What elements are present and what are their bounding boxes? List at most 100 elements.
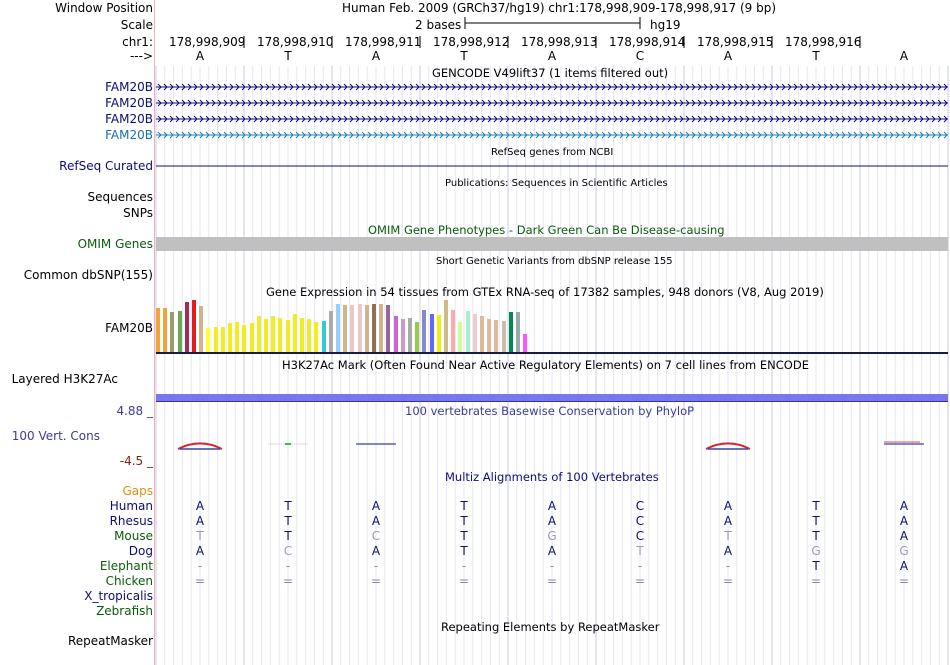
gtex-tissue-bar[interactable]: [465, 310, 470, 352]
multiz-alignment-base: -: [461, 559, 467, 573]
gencode-strand-chevrons: [157, 83, 948, 91]
gtex-tissue-bar[interactable]: [220, 326, 225, 352]
gencode-gene-label[interactable]: FAM20B: [105, 112, 153, 126]
multiz-alignment-base: G: [899, 544, 909, 558]
gtex-tissue-bar[interactable]: [487, 318, 492, 352]
gtex-tissue-bar[interactable]: [235, 322, 240, 352]
gtex-tissue-bar[interactable]: [156, 308, 160, 352]
gtex-tissue-bar[interactable]: [192, 300, 196, 352]
multiz-species-label[interactable]: Human: [109, 499, 153, 513]
gtex-tissue-bar[interactable]: [321, 320, 326, 352]
multiz-alignment-base: A: [899, 514, 909, 528]
multiz-species-label[interactable]: Mouse: [114, 529, 153, 543]
multiz-alignment-base: T: [460, 514, 468, 528]
omim-title: OMIM Gene Phenotypes - Dark Green Can Be…: [368, 223, 725, 237]
multiz-species-label[interactable]: Elephant: [99, 559, 153, 573]
multiz-alignment-base: T: [724, 529, 732, 543]
gtex-tissue-bar[interactable]: [350, 305, 355, 352]
repeatmasker-track-label[interactable]: RepeatMasker: [67, 634, 153, 648]
window-position-label: Window Position: [55, 1, 153, 15]
h3k27ac-track-label[interactable]: Layered H3K27Ac: [11, 372, 118, 386]
multiz-species-label[interactable]: X_tropicalis: [84, 589, 153, 603]
gtex-tissue-bar[interactable]: [422, 309, 427, 352]
gtex-tissue-bar[interactable]: [300, 317, 304, 352]
phylop-track-label[interactable]: 100 Vert. Cons: [11, 429, 100, 443]
gtex-tissue-bar[interactable]: [307, 318, 312, 352]
multiz-alignment-base: A: [371, 514, 381, 528]
gencode-strand-chevrons: [157, 131, 948, 139]
multiz-alignment-base: T: [460, 499, 468, 513]
multiz-species-label[interactable]: Zebrafish: [96, 604, 153, 618]
refseq-track-label[interactable]: RefSeq Curated: [59, 159, 153, 173]
gtex-tissue-bar[interactable]: [480, 316, 484, 352]
gtex-tissue-bar[interactable]: [451, 309, 456, 352]
multiz-alignment-base: A: [899, 529, 909, 543]
multiz-alignment-base: =: [810, 574, 822, 588]
gtex-tissue-bar[interactable]: [264, 318, 268, 352]
gtex-tissue-bar[interactable]: [393, 316, 398, 352]
gtex-tissue-bar[interactable]: [516, 311, 520, 352]
multiz-alignment-base: T: [812, 559, 820, 573]
gtex-bar-chart[interactable]: [156, 300, 556, 352]
gtex-tissue-bar[interactable]: [429, 314, 434, 352]
gtex-tissue-bar[interactable]: [494, 319, 499, 352]
gtex-track-label[interactable]: FAM20B: [105, 321, 153, 335]
gtex-tissue-bar[interactable]: [256, 316, 261, 352]
gtex-tissue-bar[interactable]: [400, 318, 405, 352]
gtex-tissue-bar[interactable]: [357, 303, 362, 352]
gtex-tissue-bar[interactable]: [501, 320, 506, 352]
dbsnp-track-label[interactable]: Common dbSNP(155): [23, 268, 153, 282]
multiz-alignment-base: T: [196, 529, 204, 543]
gtex-tissue-bar[interactable]: [364, 305, 369, 352]
multiz-gaps-label: Gaps: [122, 484, 153, 498]
gtex-tissue-bar[interactable]: [314, 322, 319, 352]
gtex-tissue-bar[interactable]: [386, 305, 391, 352]
base-letter: A: [195, 49, 205, 63]
phylop-small-mark: [285, 443, 291, 445]
gtex-tissue-bar[interactable]: [523, 333, 528, 352]
publications-sequences-label[interactable]: Sequences: [87, 190, 153, 204]
gtex-tissue-bar[interactable]: [271, 316, 276, 352]
gtex-tissue-bar[interactable]: [184, 302, 189, 352]
refseq-title: RefSeq genes from NCBI: [491, 147, 614, 158]
gtex-tissue-bar[interactable]: [163, 308, 168, 352]
gtex-tissue-bar[interactable]: [415, 322, 420, 352]
gtex-tissue-bar[interactable]: [472, 314, 477, 352]
gtex-tissue-bar[interactable]: [436, 315, 441, 352]
gtex-tissue-bar[interactable]: [249, 323, 254, 352]
gtex-tissue-bar[interactable]: [458, 322, 463, 352]
gencode-gene-label[interactable]: FAM20B: [105, 128, 153, 142]
gtex-tissue-bar[interactable]: [278, 317, 283, 352]
gtex-tissue-bar[interactable]: [170, 311, 175, 352]
gtex-tissue-bar[interactable]: [508, 311, 513, 352]
gtex-tissue-bar[interactable]: [343, 305, 348, 352]
gtex-tissue-bar[interactable]: [372, 303, 376, 352]
multiz-alignment-base: C: [635, 514, 645, 528]
multiz-species-label[interactable]: Dog: [128, 544, 153, 558]
phylop-min-value: -4.5 _: [119, 454, 153, 468]
gencode-gene-label[interactable]: FAM20B: [105, 80, 153, 94]
gencode-strand-chevrons: [157, 99, 948, 107]
gtex-tissue-bar[interactable]: [285, 319, 290, 352]
gtex-tissue-bar[interactable]: [242, 325, 247, 352]
gtex-tissue-bar[interactable]: [228, 323, 232, 352]
publications-snps-label[interactable]: SNPs: [123, 206, 153, 220]
gtex-tissue-bar[interactable]: [444, 300, 448, 352]
gtex-tissue-bar[interactable]: [408, 317, 412, 352]
gtex-tissue-bar[interactable]: [199, 306, 204, 352]
gencode-title: GENCODE V49lift37 (1 items filtered out): [432, 66, 669, 80]
repeatmasker-title: Repeating Elements by RepeatMasker: [441, 620, 660, 634]
multiz-alignment-base: A: [547, 499, 557, 513]
gtex-tissue-bar[interactable]: [292, 314, 297, 352]
multiz-species-label[interactable]: Chicken: [105, 574, 153, 588]
gtex-tissue-bar[interactable]: [328, 310, 333, 352]
gtex-tissue-bar[interactable]: [336, 303, 340, 352]
multiz-alignment-base: A: [723, 499, 733, 513]
omim-track-label[interactable]: OMIM Genes: [77, 237, 153, 251]
gtex-tissue-bar[interactable]: [213, 326, 218, 352]
multiz-species-label[interactable]: Rhesus: [109, 514, 153, 528]
gtex-tissue-bar[interactable]: [177, 310, 182, 352]
gtex-tissue-bar[interactable]: [206, 328, 211, 352]
gtex-tissue-bar[interactable]: [379, 303, 384, 352]
gencode-gene-label[interactable]: FAM20B: [105, 96, 153, 110]
